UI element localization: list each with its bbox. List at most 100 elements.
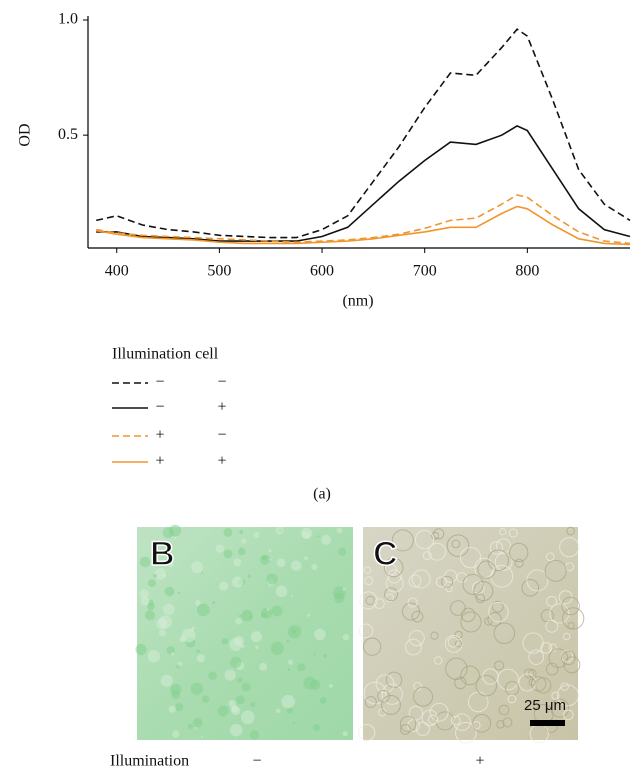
texture-spot [171, 652, 175, 656]
texture-cell [487, 612, 502, 627]
texture-cell [359, 591, 378, 610]
texture-spot [268, 558, 272, 561]
texture-spot [158, 629, 167, 637]
y-tick-label: 1.0 [58, 11, 78, 28]
texture-cell [407, 597, 418, 608]
legend-symbol: + [217, 453, 226, 470]
texture-spot [307, 613, 311, 617]
texture-spot [224, 669, 236, 681]
texture-spot [317, 535, 320, 538]
texture-spot [195, 600, 201, 606]
texture-cell [454, 640, 463, 648]
texture-cell [508, 528, 518, 538]
texture-spot [342, 634, 350, 641]
texture-cell [475, 593, 486, 604]
texture-spot [292, 721, 296, 725]
texture-spot [275, 585, 288, 598]
texture-spot [196, 603, 210, 617]
texture-cell [387, 569, 402, 584]
texture-cell [454, 676, 467, 690]
texture-cell [362, 637, 382, 656]
scale-bar-label: 25 μm [524, 697, 566, 714]
texture-cell [384, 587, 398, 602]
texture-spot [241, 609, 253, 622]
texture-cell [514, 558, 524, 568]
texture-cell [451, 539, 461, 549]
texture-spot [162, 573, 166, 578]
texture-spot [147, 650, 161, 663]
texture-spot [287, 668, 291, 671]
texture-spot [230, 705, 239, 713]
texture-spot [270, 641, 284, 656]
texture-spot [191, 561, 204, 574]
texture-cell [427, 714, 438, 725]
texture-spot [241, 682, 251, 692]
texture-cell [528, 669, 537, 678]
texture-cell [408, 574, 422, 588]
texture-spot [155, 557, 160, 562]
texture-cell [408, 629, 425, 647]
texture-cell [422, 551, 432, 561]
series-line [96, 205, 631, 246]
texture-spot [175, 702, 184, 712]
texture-spot [321, 534, 332, 545]
texture-spot [261, 607, 273, 619]
texture-spot [147, 579, 156, 588]
texture-cell [385, 574, 404, 593]
texture-cell [454, 630, 463, 639]
texture-spot [208, 671, 217, 681]
texture-cell [545, 662, 559, 676]
scale-bar [530, 720, 565, 726]
texture-spot [262, 555, 268, 561]
texture-cell [380, 694, 401, 715]
texture-spot [212, 600, 216, 604]
texture-cell [414, 529, 435, 550]
texture-cell [502, 717, 513, 728]
texture-cell [548, 643, 558, 652]
texture-cell [377, 689, 390, 703]
texture-spot [304, 556, 309, 561]
texture-spot [201, 695, 210, 703]
texture-cell [391, 529, 414, 552]
texture-cell [453, 713, 471, 731]
texture-cell [381, 683, 403, 705]
texture-cell [521, 578, 540, 597]
legend-symbol: + [155, 427, 164, 444]
texture-cell [385, 671, 403, 689]
texture-spot [239, 529, 244, 534]
texture-cell [526, 569, 549, 592]
texture-spot [237, 677, 243, 683]
texture-cell [456, 572, 468, 583]
texture-spot [153, 573, 157, 578]
texture-cell [444, 569, 458, 583]
texture-spot [235, 617, 242, 625]
x-axis-label: (nm) [342, 293, 373, 310]
texture-cell [459, 547, 482, 569]
texture-cell [522, 632, 544, 654]
texture-spot [287, 659, 294, 665]
texture-spot [135, 643, 147, 656]
texture-spot [338, 547, 347, 556]
texture-spot [342, 731, 348, 737]
texture-cell [433, 656, 443, 665]
texture-cell [415, 721, 430, 736]
texture-cell [545, 619, 559, 633]
texture-spot [229, 723, 243, 737]
texture-cell [445, 585, 453, 593]
texture-spot [314, 628, 326, 641]
texture-cell [399, 715, 417, 733]
texture-cell [567, 621, 575, 630]
texture-spot [275, 708, 281, 714]
texture-spot [219, 581, 229, 591]
texture-cell [528, 678, 537, 687]
series-line [96, 28, 631, 239]
texture-cell [431, 531, 440, 540]
texture-spot [303, 676, 317, 690]
texture-cell [498, 704, 510, 716]
texture-spot [247, 574, 252, 578]
texture-spot [217, 705, 229, 717]
texture-spot [286, 707, 293, 714]
texture-cell [540, 609, 554, 623]
panel-label: C [373, 535, 398, 573]
